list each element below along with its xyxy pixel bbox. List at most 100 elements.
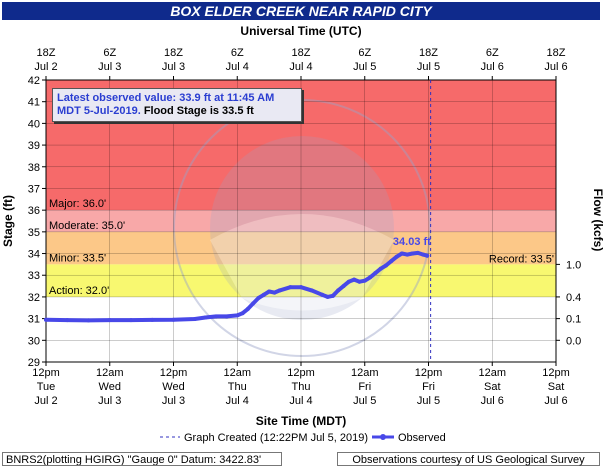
x-bottom-tick-time: 12am	[478, 367, 506, 379]
observed-point	[330, 293, 335, 298]
x-bottom-tick-date: Jul 4	[226, 395, 249, 407]
y-tick-label: 30	[28, 335, 40, 347]
x-top-tick-date: Jul 6	[544, 61, 567, 73]
x-top-tick-date: Jul 6	[481, 61, 504, 73]
x-top-tick-time: 18Z	[292, 47, 311, 59]
y-tick-label: 41	[28, 97, 40, 109]
y-tick-label: 36	[28, 205, 40, 217]
observed-point	[65, 318, 70, 323]
observed-point	[362, 278, 367, 283]
y-tick-label: 32	[28, 292, 40, 304]
x-bottom-tick-time: 12am	[351, 367, 379, 379]
y-tick-label: 39	[28, 140, 40, 152]
latest-observation-date: MDT 5-Jul-2019.	[57, 105, 141, 117]
flood-stage-text: Flood Stage is 33.5 ft	[143, 105, 254, 117]
x-top-tick-date: Jul 3	[162, 61, 185, 73]
legend-observed-label: Observed	[398, 432, 446, 444]
observed-point	[357, 279, 362, 284]
x-top-tick-time: 18Z	[419, 47, 438, 59]
observed-point	[288, 285, 293, 290]
observed-point	[192, 317, 197, 322]
flow-tick-label: 1.0	[566, 259, 581, 271]
observed-point	[261, 292, 266, 297]
observed-point	[384, 263, 388, 268]
x-bottom-tick-date: Jul 2	[34, 395, 57, 407]
observed-point	[277, 288, 282, 293]
observed-point	[309, 288, 314, 293]
x-bottom-tick-date: Jul 5	[417, 395, 440, 407]
observed-point	[336, 288, 341, 293]
x-bottom-tick-weekday: Fri	[422, 381, 435, 393]
observed-point	[421, 252, 426, 257]
observed-point	[346, 279, 351, 284]
watermark-bird	[210, 214, 394, 311]
x-top-tick-time: 18Z	[37, 47, 56, 59]
flood-category-label: Moderate: 35.0'	[49, 220, 125, 232]
x-top-axis-label: Universal Time (UTC)	[240, 24, 361, 38]
y-tick-label: 37	[28, 183, 40, 195]
legend-created-label: Graph Created (12:22PM Jul 5, 2019)	[184, 432, 368, 444]
observed-point	[405, 252, 410, 257]
x-bottom-tick-weekday: Sat	[484, 381, 501, 393]
observed-point	[272, 290, 277, 295]
flow-tick-label: 0.4	[566, 292, 581, 304]
watermark-ring	[173, 99, 431, 357]
x-bottom-tick-weekday: Wed	[99, 381, 121, 393]
x-bottom-tick-weekday: Tue	[37, 381, 56, 393]
observed-point	[425, 253, 430, 258]
observed-point	[267, 289, 272, 294]
observed-point	[256, 296, 261, 301]
data-credit: Observations courtesy of US Geological S…	[337, 452, 600, 466]
legend-observed-dot	[380, 434, 386, 440]
x-bottom-tick-date: Jul 5	[353, 395, 376, 407]
y-tick-label: 38	[28, 162, 40, 174]
observed-point	[235, 313, 240, 318]
observed-point	[214, 314, 218, 319]
observed-point	[299, 285, 303, 290]
x-top-tick-date: Jul 2	[34, 61, 57, 73]
x-top-tick-time: 18Z	[164, 47, 183, 59]
observed-point	[44, 317, 48, 322]
observed-point	[389, 259, 394, 264]
observed-point	[415, 250, 420, 255]
observed-point	[251, 301, 256, 306]
x-top-tick-time: 6Z	[486, 47, 499, 59]
x-bottom-tick-time: 12pm	[415, 367, 443, 379]
latest-observation-line: Latest observed value: 33.9 ft at 11:45 …	[57, 92, 275, 104]
x-top-tick-time: 6Z	[231, 47, 244, 59]
x-bottom-tick-weekday: Wed	[162, 381, 184, 393]
observed-point	[86, 318, 91, 323]
x-bottom-tick-time: 12pm	[542, 367, 570, 379]
observed-point	[203, 315, 208, 320]
x-bottom-tick-time: 12am	[223, 367, 251, 379]
observed-point	[399, 251, 404, 256]
y-tick-label: 31	[28, 314, 40, 326]
record-stage-label: Record: 33.5'	[489, 253, 554, 265]
peak-value-label: 34.03 ft	[393, 236, 431, 248]
observed-point	[394, 254, 399, 259]
observed-point	[240, 311, 245, 316]
x-top-tick-time: 6Z	[358, 47, 371, 59]
x-top-tick-date: Jul 5	[353, 61, 376, 73]
watermark-disc	[210, 136, 394, 320]
observed-point	[341, 284, 346, 289]
x-bottom-tick-weekday: Thu	[292, 381, 311, 393]
flow-tick-label: 0.0	[566, 335, 581, 347]
observed-point	[245, 306, 250, 311]
datum-note: BNRS2(plotting HGIRG) "Gauge 0" Datum: 3…	[2, 452, 282, 466]
observed-point	[410, 251, 415, 256]
x-top-tick-date: Jul 4	[289, 61, 312, 73]
x-bottom-tick-date: Jul 6	[544, 395, 567, 407]
x-bottom-tick-weekday: Thu	[228, 381, 247, 393]
flow-tick-label: 0.1	[566, 314, 581, 326]
x-bottom-tick-time: 12pm	[160, 367, 188, 379]
observed-point	[107, 318, 112, 323]
observed-point	[325, 294, 330, 299]
flood-category-label: Action: 32.0'	[49, 285, 109, 297]
x-bottom-tick-weekday: Sat	[548, 381, 565, 393]
y-tick-label: 34	[28, 249, 40, 261]
x-top-tick-time: 6Z	[103, 47, 116, 59]
y-tick-label: 33	[28, 270, 40, 282]
x-bottom-tick-date: Jul 3	[162, 395, 185, 407]
